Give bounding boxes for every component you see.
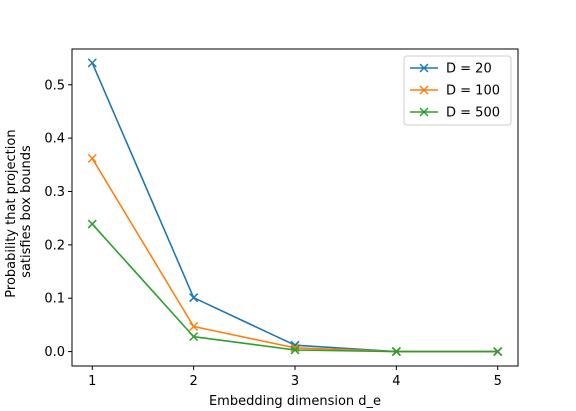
legend-marker bbox=[419, 107, 429, 117]
legend-item: D = 20 bbox=[410, 62, 492, 77]
y-axis-ticks: 0.0 0.1 0.2 0.3 0.4 0.5 bbox=[44, 78, 72, 360]
data-point-marker bbox=[87, 58, 97, 68]
data-point-marker bbox=[493, 347, 503, 357]
legend-item: D = 500 bbox=[410, 106, 500, 121]
x-tick-label: 2 bbox=[189, 374, 197, 389]
data-point-marker bbox=[189, 321, 199, 332]
y-axis-label-line-1: Probability that projection bbox=[4, 129, 19, 297]
x-tick-label: 5 bbox=[494, 374, 502, 389]
data-point-marker bbox=[290, 345, 300, 355]
y-tick-label: 0.4 bbox=[44, 132, 65, 147]
legend-label: D = 100 bbox=[446, 84, 500, 99]
x-tick-label: 1 bbox=[88, 374, 96, 389]
x-tick-label: 4 bbox=[392, 374, 400, 389]
data-point-marker bbox=[391, 347, 401, 357]
y-tick-label: 0.3 bbox=[44, 185, 65, 200]
legend-item: D = 100 bbox=[410, 84, 500, 99]
legend-label: D = 500 bbox=[446, 106, 500, 121]
legend-marker bbox=[419, 63, 429, 73]
x-axis-label: Embedding dimension d_e bbox=[209, 394, 381, 409]
legend-box bbox=[403, 55, 512, 126]
data-point-marker bbox=[87, 219, 97, 229]
y-tick-label: 0.2 bbox=[44, 238, 65, 253]
data-point-marker bbox=[87, 153, 97, 163]
x-axis-ticks: 1 2 3 4 5 bbox=[88, 366, 502, 389]
y-tick-label: 0.5 bbox=[44, 78, 65, 93]
legend: D = 20 D = 100 D = 500 bbox=[403, 55, 512, 126]
y-tick-label: 0.0 bbox=[44, 345, 65, 360]
legend-marker bbox=[419, 85, 429, 95]
y-axis-label: Probability that projection satisfies bo… bbox=[4, 125, 34, 297]
y-axis-label-line-2: satisfies box bounds bbox=[19, 145, 34, 278]
x-tick-label: 3 bbox=[291, 374, 299, 389]
series-layer bbox=[87, 58, 503, 357]
y-tick-label: 0.1 bbox=[44, 292, 65, 307]
data-point-marker bbox=[189, 332, 199, 342]
legend-label: D = 20 bbox=[446, 62, 492, 77]
data-point-marker bbox=[189, 293, 199, 303]
